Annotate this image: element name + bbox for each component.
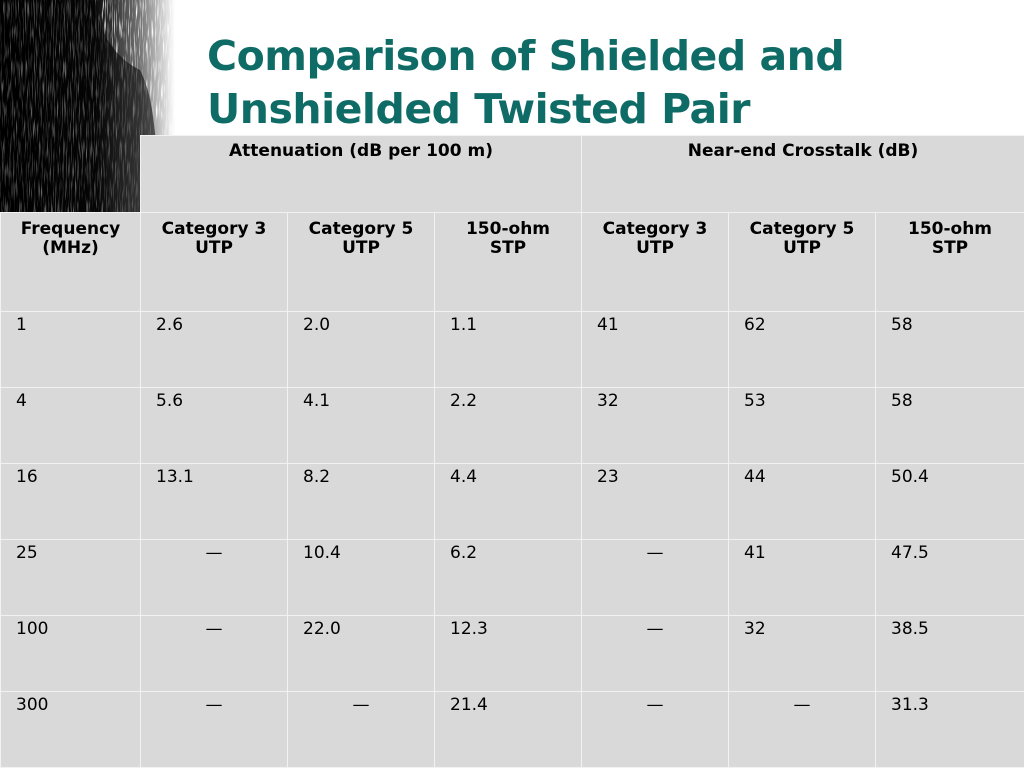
column-header-line: Frequency <box>20 219 121 239</box>
slide-title-line-1: Comparison of Shielded and <box>207 32 845 80</box>
table-cell: 32 <box>728 615 876 692</box>
table-cell: 38.5 <box>874 615 1024 692</box>
table-cell: — <box>287 691 435 768</box>
frequency-cell: 100 <box>0 615 141 692</box>
column-header-line: UTP <box>783 238 821 258</box>
table-row: 1 2.6 2.0 1.1 41 62 58 <box>0 311 1024 388</box>
group-header-crosstalk: Near-end Crosstalk (dB) <box>580 135 1024 213</box>
column-header-att-stp: 150-ohm STP <box>434 212 582 312</box>
table-cell: 31.3 <box>874 691 1024 768</box>
table-cell: — <box>140 539 288 616</box>
table-cell: 32 <box>581 387 729 464</box>
table-cell: 58 <box>874 311 1024 388</box>
table-cell: 12.3 <box>434 615 582 692</box>
table-cell: 47.5 <box>874 539 1024 616</box>
column-header-line: Category 5 <box>749 219 855 239</box>
table-group-header-row: Attenuation (dB per 100 m) Near-end Cros… <box>0 135 1024 213</box>
table-row: 300— —21.4— —31.3 <box>0 691 1024 768</box>
column-header-line: 150-ohm <box>907 219 993 239</box>
table-cell: 44 <box>728 463 876 540</box>
group-header-attenuation: Attenuation (dB per 100 m) <box>140 135 582 213</box>
table-cell: 10.4 <box>287 539 435 616</box>
table-cell: 5.6 <box>140 387 288 464</box>
table-cell: 21.4 <box>434 691 582 768</box>
table-cell: — <box>140 691 288 768</box>
table-cell: 50.4 <box>874 463 1024 540</box>
table-row: 4 5.6 4.1 2.2 32 53 58 <box>0 387 1024 464</box>
table-cell: 13.1 <box>140 463 288 540</box>
slide-title: Comparison of Shielded and Unshielded Tw… <box>207 30 1007 136</box>
column-header-line: Category 5 <box>308 219 414 239</box>
column-header-att-cat3: Category 3 UTP <box>140 212 288 312</box>
table-cell: 53 <box>728 387 876 464</box>
frequency-cell: 16 <box>0 463 141 540</box>
table-cell: 2.0 <box>287 311 435 388</box>
column-header-line: Category 3 <box>602 219 708 239</box>
table-cell: — <box>140 615 288 692</box>
table-cell: 4.4 <box>434 463 582 540</box>
table-cell: 41 <box>728 539 876 616</box>
column-header-next-cat3: Category 3 UTP <box>581 212 729 312</box>
table-cell: 22.0 <box>287 615 435 692</box>
column-header-att-cat5: Category 5 UTP <box>287 212 435 312</box>
column-header-line: (MHz) <box>42 238 99 258</box>
column-header-line: UTP <box>342 238 380 258</box>
table-cell: — <box>581 615 729 692</box>
column-header-line: STP <box>489 238 527 258</box>
column-header-line: 150-ohm <box>465 219 551 239</box>
table-cell: 41 <box>581 311 729 388</box>
frequency-cell: 1 <box>0 311 141 388</box>
column-header-frequency: Frequency (MHz) <box>0 212 141 312</box>
column-header-line: STP <box>931 238 969 258</box>
brushstroke-texture-graphic <box>0 0 175 215</box>
slide-title-line-2: Unshielded Twisted Pair <box>207 85 750 133</box>
table-cell: — <box>581 539 729 616</box>
table-cell: 62 <box>728 311 876 388</box>
table-cell: 2.6 <box>140 311 288 388</box>
table-corner-cell <box>0 135 141 213</box>
column-header-line: UTP <box>636 238 674 258</box>
frequency-cell: 25 <box>0 539 141 616</box>
table-row: 16 13.1 8.2 4.4 23 44 50.4 <box>0 463 1024 540</box>
table-cell: 2.2 <box>434 387 582 464</box>
table-cell: 8.2 <box>287 463 435 540</box>
table-cell: 58 <box>874 387 1024 464</box>
table-cell: 23 <box>581 463 729 540</box>
table-cell: 1.1 <box>434 311 582 388</box>
column-header-next-stp: 150-ohm STP <box>874 212 1024 312</box>
table-cell: 6.2 <box>434 539 582 616</box>
comparison-table: Attenuation (dB per 100 m) Near-end Cros… <box>0 135 1024 768</box>
column-header-next-cat5: Category 5 UTP <box>728 212 876 312</box>
table-cell: — <box>581 691 729 768</box>
frequency-cell: 300 <box>0 691 141 768</box>
table-cell: 4.1 <box>287 387 435 464</box>
table-column-header-row: Frequency (MHz) Category 3 UTP Category … <box>0 212 1024 312</box>
table-body: 1 2.6 2.0 1.1 41 62 58 4 5.6 4.1 2.2 32 53 58 16 13.1 8.… <box>0 311 1024 768</box>
table-row: 100—22.0 12.3—32 38.5 <box>0 615 1024 692</box>
table-row: 25—10.4 6.2—41 47.5 <box>0 539 1024 616</box>
brushstroke-decoration-icon <box>0 0 175 215</box>
column-header-line: Category 3 <box>161 219 267 239</box>
column-header-line: UTP <box>195 238 233 258</box>
table-cell: — <box>728 691 876 768</box>
frequency-cell: 4 <box>0 387 141 464</box>
